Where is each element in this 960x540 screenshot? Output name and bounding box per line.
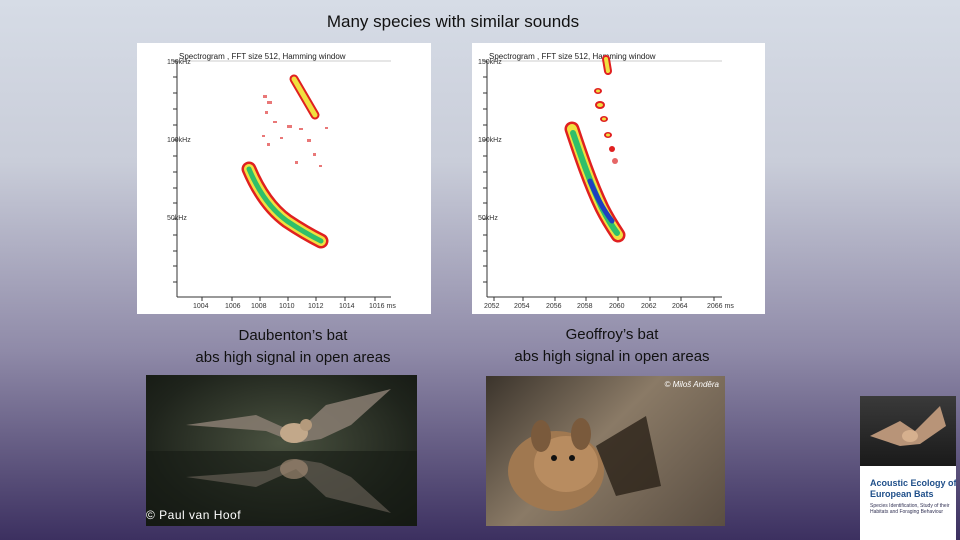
main-call-trace — [564, 121, 626, 243]
x-tick-label: 1014 — [339, 303, 355, 310]
x-tick-label: 2058 — [577, 303, 593, 310]
caption-daubenton: Daubenton’s bat abs high signal in open … — [168, 325, 418, 369]
upper-call-trace — [602, 55, 612, 75]
x-tick-label: 2066 ms — [707, 303, 734, 310]
y-tick-label: 50kHz — [167, 215, 187, 222]
x-tick-label: 2052 — [484, 303, 500, 310]
harmonic-dots — [594, 88, 618, 164]
geoffroy-bat-photo: © Miloš Anděra — [486, 376, 725, 526]
spectrogram-daubenton: Spectrogram , FFT size 512, Hamming wind… — [137, 43, 431, 314]
x-tick-label: 1004 — [193, 303, 209, 310]
main-call-trace — [241, 161, 329, 249]
book-cover-image — [860, 396, 956, 466]
x-tick-label: 1006 — [225, 303, 241, 310]
x-tick-label: 1010 — [279, 303, 295, 310]
y-tick-label: 150kHz — [167, 59, 191, 66]
spectrogram-geoffroy: Spectrogram , FFT size 512, Hamming wind… — [472, 43, 765, 314]
y-tick-label: 100kHz — [167, 137, 191, 144]
spectrogram-title-text: Spectrogram , FFT size 512, Hamming wind… — [489, 52, 656, 61]
noise-speckles — [262, 95, 328, 167]
photo-credit: © Paul van Hoof — [146, 508, 242, 522]
x-tick-label: 2056 — [546, 303, 562, 310]
daubenton-bat-photo: © Paul van Hoof — [146, 375, 417, 526]
book-title: Acoustic Ecology of European Bats — [870, 478, 956, 499]
book-cover: Acoustic Ecology of European Bats Specie… — [860, 396, 956, 540]
species-name: Geoffroy’s bat — [565, 326, 659, 343]
x-tick-label: 2060 — [609, 303, 625, 310]
photo-credit: © Miloš Anděra — [664, 380, 719, 389]
x-tick-label: 1012 — [308, 303, 324, 310]
x-tick-label: 2062 — [641, 303, 657, 310]
x-tick-label: 2054 — [514, 303, 530, 310]
x-tick-label: 1008 — [251, 303, 267, 310]
upper-call-trace — [289, 74, 320, 120]
species-name: Daubenton’s bat — [238, 327, 348, 344]
y-tick-label: 100kHz — [478, 137, 502, 144]
y-tick-label: 150kHz — [478, 59, 502, 66]
x-tick-label: 1016 ms — [369, 303, 396, 310]
y-tick-label: 50kHz — [478, 215, 498, 222]
species-note: abs high signal in open areas — [514, 348, 710, 365]
spectrogram-title-text: Spectrogram , FFT size 512, Hamming wind… — [179, 52, 346, 61]
species-note: abs high signal in open areas — [195, 349, 391, 366]
caption-geoffroy: Geoffroy’s bat abs high signal in open a… — [487, 324, 737, 368]
book-subtitle: Species Identification, Study of their H… — [870, 503, 950, 515]
slide-title: Many species with similar sounds — [326, 12, 580, 31]
x-tick-label: 2064 — [672, 303, 688, 310]
